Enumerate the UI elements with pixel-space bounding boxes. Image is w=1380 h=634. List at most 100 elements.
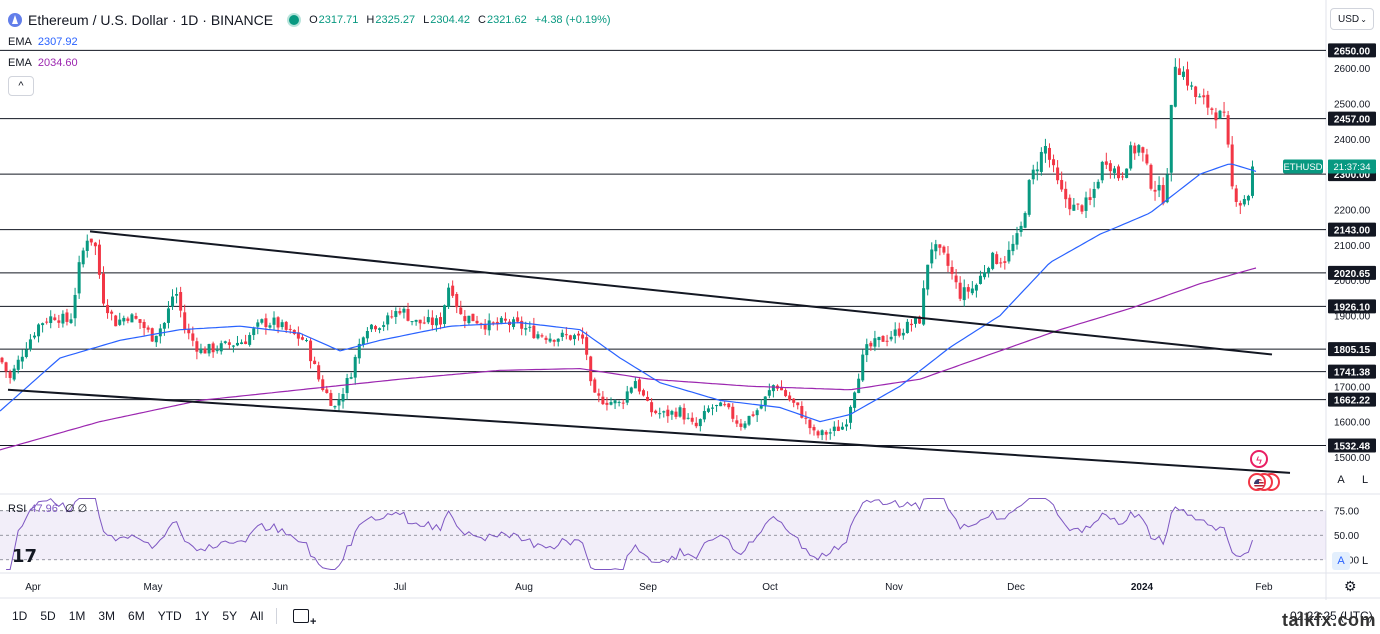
candle: [702, 405, 706, 423]
candle: [735, 415, 739, 428]
candle: [759, 399, 763, 410]
rsi-log-scale-button[interactable]: L: [1361, 555, 1369, 567]
tf-1m[interactable]: 1M: [68, 609, 86, 623]
auto-scale-button[interactable]: A: [1337, 474, 1345, 486]
candle: [605, 397, 609, 411]
candle-body: [686, 417, 690, 419]
candle: [524, 321, 528, 336]
symbol-title[interactable]: Ethereum / U.S. Dollar · 1D · BINANCE: [28, 12, 274, 28]
candle-body: [256, 322, 260, 327]
candle: [256, 319, 260, 335]
candle-body: [252, 328, 256, 336]
tf-1d[interactable]: 1D: [12, 609, 28, 623]
candle-body: [617, 401, 621, 403]
candle: [678, 405, 682, 418]
candle: [1238, 200, 1242, 215]
candle-body: [110, 311, 114, 314]
candle: [73, 287, 77, 327]
candle-body: [759, 405, 763, 409]
candle: [966, 284, 970, 299]
candle-body: [796, 402, 800, 406]
candle: [1145, 148, 1149, 166]
candle: [162, 321, 166, 336]
candle-body: [305, 340, 308, 342]
rsi-legend[interactable]: RSI 47.96 ∅ ∅: [8, 502, 87, 515]
candle-body: [102, 273, 105, 304]
countdown-box: [1328, 159, 1376, 174]
tf-all[interactable]: All: [250, 609, 264, 623]
candle-body: [1210, 108, 1214, 110]
candle: [65, 308, 69, 326]
open-label: O: [309, 14, 318, 26]
candle-body: [337, 399, 341, 406]
tf-1y[interactable]: 1Y: [194, 609, 210, 623]
candle-body: [832, 426, 836, 432]
close-label: C: [478, 14, 486, 26]
level-label: 1926.10: [1334, 302, 1371, 313]
candle-body: [877, 336, 881, 341]
candle: [146, 325, 150, 333]
candle-body: [861, 354, 865, 381]
y-tick-label: 2200.00: [1334, 206, 1371, 217]
candle: [1149, 163, 1153, 191]
candle-body: [958, 282, 962, 299]
candle: [1064, 181, 1068, 208]
candle-body: [1125, 168, 1129, 178]
candle-body: [260, 319, 264, 323]
candle-body: [503, 318, 507, 321]
tf-6m[interactable]: 6M: [128, 609, 145, 623]
candle-body: [548, 338, 552, 342]
candle-body: [1141, 147, 1145, 153]
candle-body: [215, 350, 219, 352]
candle-body: [816, 431, 820, 436]
low-label: L: [423, 14, 430, 26]
candle: [938, 244, 942, 256]
candle-body: [844, 424, 848, 427]
candle-body: [1194, 86, 1198, 98]
candle-body: [735, 420, 739, 424]
gear-icon[interactable]: ⚙: [1344, 578, 1357, 594]
upper-channel-line: [89, 230, 1273, 356]
economic-events-icon[interactable]: [1248, 473, 1280, 491]
candle-body: [171, 296, 175, 307]
log-scale-button[interactable]: L: [1361, 474, 1369, 486]
candle-body: [788, 395, 792, 401]
tf-3m[interactable]: 3M: [98, 609, 116, 623]
candle-body: [142, 321, 146, 329]
candle: [451, 280, 455, 298]
candle-body: [589, 356, 593, 382]
candle: [24, 342, 28, 359]
candle: [836, 420, 840, 432]
candle-body: [987, 267, 991, 273]
candle-body: [438, 317, 442, 325]
tf-ytd[interactable]: YTD: [157, 609, 182, 623]
candle-body: [926, 264, 930, 290]
candle: [958, 276, 962, 302]
rsi-auto-scale-button[interactable]: A: [1332, 552, 1350, 570]
event-lightning-icon[interactable]: ϟ: [1250, 450, 1268, 468]
utc-clock[interactable]: 02:22:25 (UTC): [1290, 609, 1373, 623]
tf-5d[interactable]: 5D: [40, 609, 56, 623]
candle: [755, 408, 759, 422]
candle-body: [889, 336, 893, 340]
collapse-legend-button[interactable]: ^: [8, 76, 34, 96]
candle: [1173, 58, 1177, 108]
tf-5y[interactable]: 5Y: [222, 609, 238, 623]
candle-body: [1230, 144, 1234, 187]
currency-select[interactable]: USD ⌄: [1330, 8, 1374, 30]
candle-body: [670, 411, 674, 415]
candle-body: [325, 389, 329, 394]
ema-fast-legend[interactable]: EMA 2307.92: [8, 36, 78, 48]
calendar-plus-icon[interactable]: +: [293, 609, 316, 628]
x-tick-label: Nov: [885, 582, 903, 593]
ema-slow-legend[interactable]: EMA 2034.60: [8, 57, 78, 69]
candle: [126, 316, 130, 324]
candle-body: [731, 406, 735, 419]
candle: [1096, 179, 1100, 190]
candle-body: [727, 403, 731, 408]
candle-body: [1088, 197, 1092, 201]
candle: [719, 401, 723, 407]
candle-body: [633, 381, 637, 389]
candle-body: [329, 393, 333, 406]
